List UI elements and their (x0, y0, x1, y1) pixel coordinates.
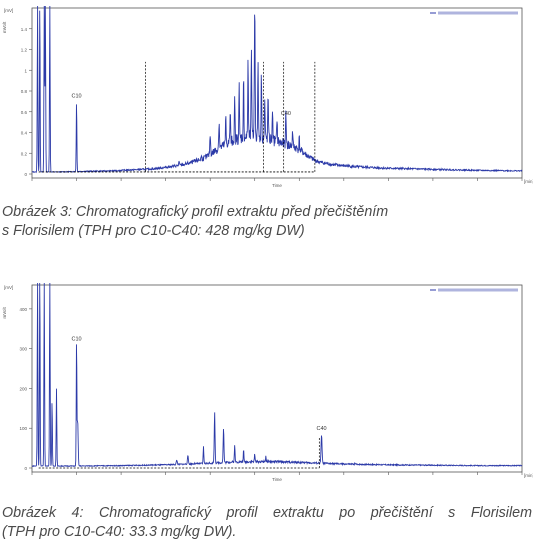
y-tick-label: 0 (24, 172, 27, 177)
signal-trace (31, 5, 523, 174)
y-tick-label: 1.2 (21, 48, 28, 53)
caption-fig4: Obrázek 4: Chromatografický profil extra… (2, 504, 532, 542)
caption-fig3: Obrázek 3: Chromatografický profil extra… (2, 203, 532, 241)
legend (430, 11, 518, 15)
y-tick-label: 0 (24, 466, 27, 471)
peak-label-c40: C40 (316, 426, 326, 432)
y-axis-unit: [mV] (4, 285, 13, 290)
peak-label-c10: C10 (71, 337, 81, 343)
chart-fig3: 1.4 1.2 1 0.8 0.6 0.4 0.2 0 Time [min] mVolt [mV] C1… (2, 5, 533, 188)
y-tick-label: 0.2 (21, 151, 28, 156)
y-tick-label: 0.6 (21, 110, 28, 115)
y-tick-label: 200 (19, 386, 27, 391)
x-axis-unit: [min] (524, 473, 533, 478)
y-tick-label: 1 (24, 68, 27, 73)
plot-frame (31, 7, 523, 179)
legend (430, 288, 518, 292)
y-axis-unit: [mV] (4, 8, 13, 13)
legend-entry (438, 11, 518, 15)
caption-fig4-line2: (TPH pro C10-C40: 33.3 mg/kg DW). (2, 524, 237, 540)
caption-fig3-line2: s Florisilem (TPH pro C10-C40: 428 mg/kg… (2, 223, 305, 239)
y-tick-label: 1.4 (21, 27, 28, 32)
x-axis-label: Time (272, 183, 282, 188)
caption-fig4-line1: Obrázek 4: Chromatografický profil extra… (2, 505, 532, 521)
chart-fig4: 400 300 200 100 0 Time [min] mVolt [mV] C10 C40 (2, 282, 533, 482)
plot-frame (31, 284, 523, 473)
y-tick-label: 0.8 (21, 89, 28, 94)
legend-entry (438, 288, 518, 292)
chromatogram-after-cleanup: 400 300 200 100 0 Time [min] mVolt [mV] C10 C40 (0, 277, 533, 489)
y-tick-label: 0.4 (21, 131, 28, 136)
y-tick-label: 300 (19, 347, 27, 352)
caption-fig3-line1: Obrázek 3: Chromatografický profil extra… (2, 204, 389, 220)
peak-label-c10: C10 (71, 93, 81, 99)
y-axis-label: mVolt (2, 21, 7, 33)
y-axis-label: mVolt (2, 306, 7, 318)
x-axis-unit: [min] (524, 179, 533, 184)
x-axis-label: Time (272, 477, 282, 482)
y-tick-label: 100 (19, 426, 27, 431)
y-tick-label: 400 (19, 307, 27, 312)
peak-label-c40: C40 (281, 111, 291, 117)
chromatogram-before-cleanup: 1.4 1.2 1 0.8 0.6 0.4 0.2 0 Time [min] mVolt [mV] C1… (0, 0, 533, 194)
signal-trace (31, 282, 523, 468)
